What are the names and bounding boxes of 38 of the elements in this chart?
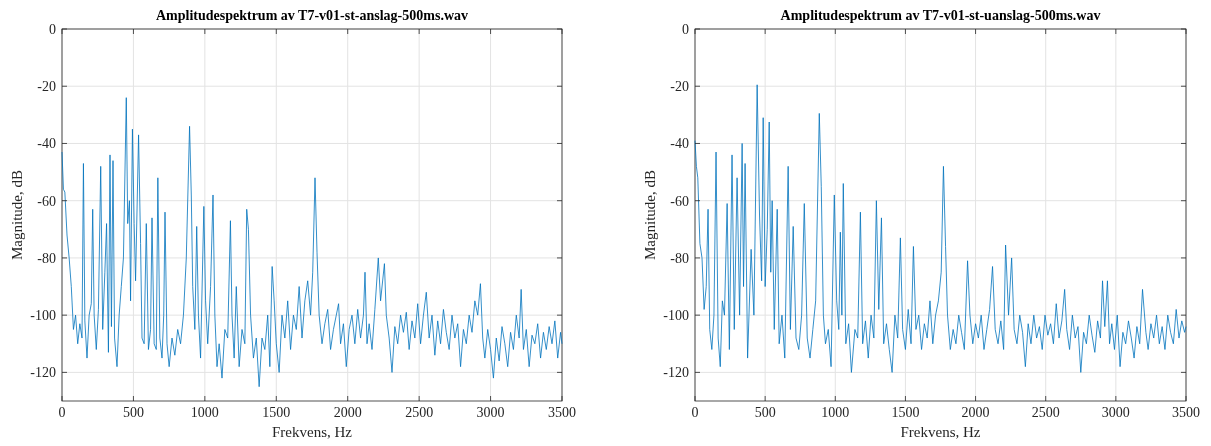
y-tick-label: -80 xyxy=(670,250,689,266)
y-tick-label: -120 xyxy=(663,365,689,381)
x-tick-label: 1500 xyxy=(891,405,920,420)
chart-title: Amplitudespektrum av T7-v01-st-uanslag-500ms.wav xyxy=(780,8,1101,23)
x-tick-label: 1000 xyxy=(190,405,219,420)
y-tick-label: -80 xyxy=(37,250,56,266)
y-tick-label: -20 xyxy=(670,79,689,95)
x-tick-label: 0 xyxy=(691,405,699,420)
x-tick-label: 2500 xyxy=(405,405,434,420)
y-axis-title: Magnitude, dB xyxy=(9,170,25,260)
y-axis-title: Magnitude, dB xyxy=(642,170,658,260)
chart-title: Amplitudespektrum av T7-v01-st-anslag-500ms.wav xyxy=(155,8,469,23)
x-tick-label: 3500 xyxy=(548,405,576,420)
x-tick-label: 2000 xyxy=(961,405,990,420)
x-axis-title: Frekvens, Hz xyxy=(900,424,981,440)
y-tick-label: -40 xyxy=(37,136,56,152)
line-series xyxy=(694,84,1187,373)
x-tick-label: 3000 xyxy=(1101,405,1130,420)
y-tick-label: 0 xyxy=(682,22,689,37)
x-axis-title: Frekvens, Hz xyxy=(272,424,353,440)
x-tick-label: 3000 xyxy=(476,405,505,420)
x-tick-label: 2000 xyxy=(333,405,362,420)
x-tick-label: 500 xyxy=(754,405,776,420)
x-tick-label: 3500 xyxy=(1172,405,1200,420)
x-tick-label: 0 xyxy=(58,405,66,420)
y-tick-label: -100 xyxy=(30,308,56,324)
x-tick-label: 2500 xyxy=(1031,405,1060,420)
y-tick-label: -60 xyxy=(37,193,56,209)
x-tick-label: 1000 xyxy=(821,405,850,420)
y-tick-label: -20 xyxy=(37,79,56,95)
line-series xyxy=(61,97,563,388)
y-tick-label: -120 xyxy=(30,365,56,381)
y-tick-label: -100 xyxy=(663,308,689,324)
x-tick-label: 1500 xyxy=(262,405,291,420)
y-tick-label: 0 xyxy=(49,22,56,37)
y-tick-label: -40 xyxy=(670,136,689,152)
y-tick-label: -60 xyxy=(670,193,689,209)
x-tick-label: 500 xyxy=(122,405,144,420)
